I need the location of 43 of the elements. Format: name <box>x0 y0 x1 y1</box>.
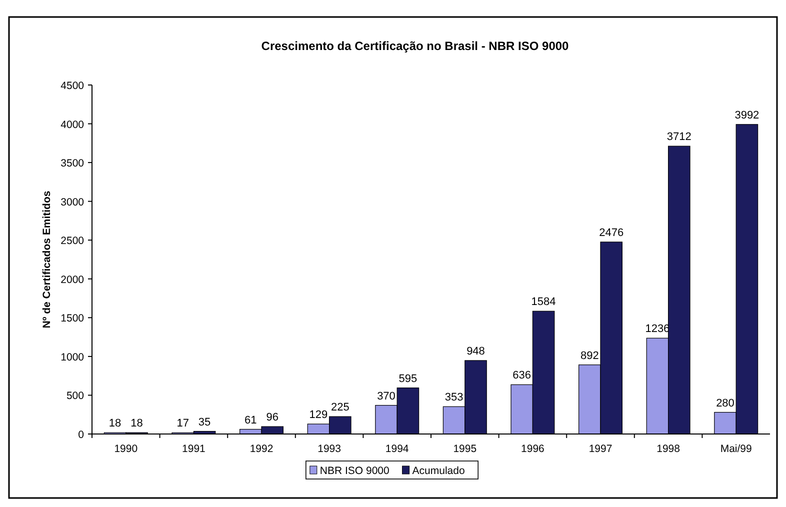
data-label: 280 <box>716 397 734 410</box>
x-tick-label: 1992 <box>250 443 274 455</box>
y-tick-label: 2000 <box>60 274 84 286</box>
data-label: 1584 <box>531 296 556 308</box>
data-label: 17 <box>176 418 189 430</box>
data-label: 353 <box>444 392 464 404</box>
legend-label: Acumulado <box>412 465 465 477</box>
data-label: 96 <box>266 412 278 424</box>
y-tick-label: 4500 <box>60 80 84 92</box>
x-tick-label: 1998 <box>656 443 680 455</box>
data-label: 892 <box>580 350 599 362</box>
data-label: 225 <box>330 402 350 414</box>
chart-title: Crescimento da Certificação no Brasil - NBR ISO 9000 <box>261 39 570 53</box>
x-tick-label: 1995 <box>453 443 477 455</box>
x-tick-label: 1994 <box>385 443 409 455</box>
x-tick-label: 1991 <box>182 443 206 455</box>
data-label: 370 <box>377 390 396 402</box>
data-label: 61 <box>244 414 257 426</box>
y-tick-label: 3000 <box>60 196 84 208</box>
y-tick-label: 0 <box>78 429 84 441</box>
x-tick-label: 1997 <box>588 443 612 455</box>
data-label: 129 <box>309 408 328 421</box>
data-label: 3712 <box>666 131 692 144</box>
data-label: 3992 <box>734 109 760 122</box>
data-label: 595 <box>398 372 418 385</box>
data-label: 18 <box>108 418 122 430</box>
x-tick-label: 1996 <box>521 443 545 455</box>
data-label: 948 <box>466 345 485 358</box>
y-tick-label: 1000 <box>60 351 84 364</box>
data-label: 2476 <box>599 226 624 239</box>
data-label: 35 <box>198 416 211 428</box>
y-tick-label: 500 <box>66 390 84 402</box>
x-tick-label: Mai/99 <box>720 443 752 455</box>
y-tick-label: 4000 <box>60 118 84 131</box>
y-tick-label: 3500 <box>60 158 84 170</box>
data-label: 636 <box>512 370 532 382</box>
y-tick-label: 1500 <box>60 312 84 325</box>
x-tick-label: 1993 <box>318 443 342 455</box>
y-axis-title: Nº de Certificados Emitidos <box>41 190 53 328</box>
x-tick-label: 1990 <box>114 443 138 455</box>
legend-label: NBR ISO 9000 <box>320 465 390 477</box>
data-label: 18 <box>130 418 143 430</box>
y-tick-label: 2500 <box>60 235 84 248</box>
